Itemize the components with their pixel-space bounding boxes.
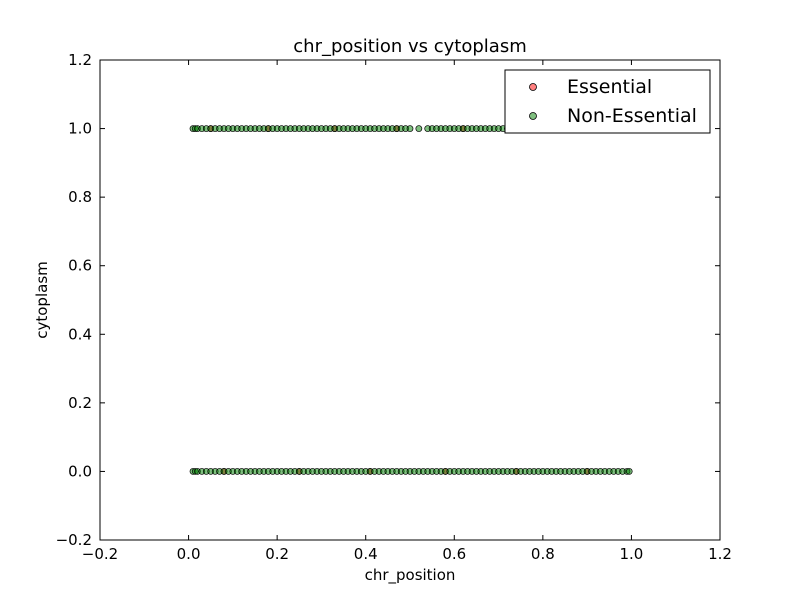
x-tick-label: 0.8 (531, 545, 555, 563)
x-tick-label: 1.0 (619, 545, 643, 563)
chart-title: chr_position vs cytoplasm (293, 36, 526, 57)
legend-marker-non-essential (529, 112, 537, 120)
y-tick-label: 0.6 (68, 257, 92, 275)
plot-area (99, 59, 721, 541)
y-axis-label: cytoplasm (33, 261, 51, 339)
legend-box (504, 69, 711, 134)
y-tick-label: −0.2 (56, 531, 92, 549)
legend: Essential Non-Essential (504, 69, 711, 134)
y-tick-label: 0.0 (68, 462, 92, 480)
y-tick-label: 1.2 (68, 51, 92, 69)
y-tick-label: 1.0 (68, 120, 92, 138)
x-tick-label: −0.2 (82, 545, 118, 563)
legend-marker-essential (529, 83, 537, 91)
y-tick-label: 0.4 (68, 325, 92, 343)
ticks-layer: −0.2 0.0 0.2 0.4 0.6 0.8 1.0 1.2 −0.2 0.0 0.2 0.4 0.… (56, 51, 732, 563)
legend-label-non-essential: Non-Essential (567, 105, 697, 127)
y-tick-label: 0.2 (68, 394, 92, 412)
plot-frame (99, 59, 721, 541)
x-tick-label: 1.2 (708, 545, 732, 563)
x-tick-label: 0.4 (354, 545, 378, 563)
legend-label-essential: Essential (567, 76, 652, 98)
x-tick-label: 0.2 (265, 545, 289, 563)
x-tick-label: 0.6 (442, 545, 466, 563)
data-point (415, 125, 423, 132)
data-point (625, 468, 633, 475)
x-tick-label: 0.0 (177, 545, 201, 563)
data-point (406, 125, 414, 132)
y-tick-label: 0.8 (68, 188, 92, 206)
x-axis-label: chr_position (365, 566, 456, 585)
